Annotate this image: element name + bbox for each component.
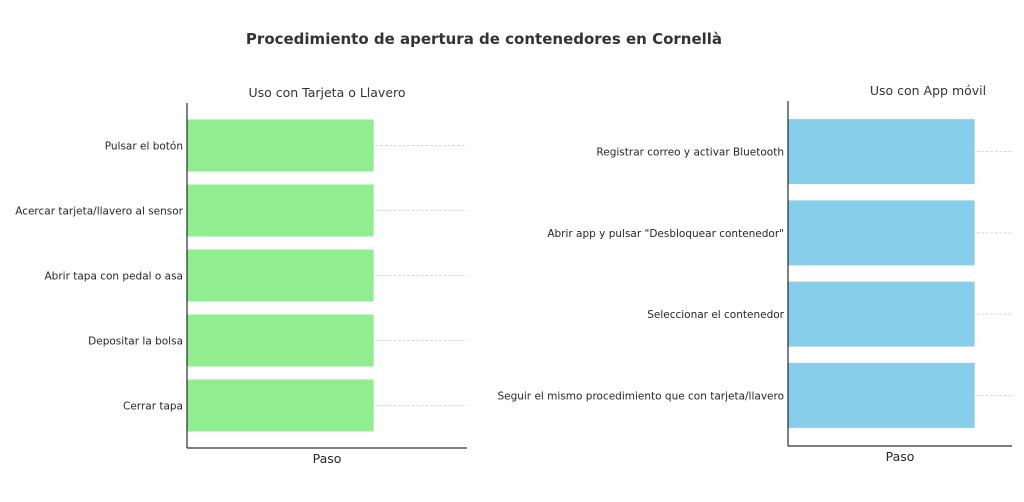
y-tick-label: Seguir el mismo procedimiento que con ta… bbox=[497, 390, 784, 402]
bar bbox=[187, 119, 374, 172]
y-tick-label: Abrir tapa con pedal o asa bbox=[45, 271, 184, 283]
bar bbox=[788, 362, 975, 428]
bar bbox=[187, 184, 374, 237]
bar bbox=[788, 281, 975, 347]
y-tick-label: Seleccionar el contenedor bbox=[647, 309, 784, 321]
figure-title: Procedimiento de apertura de contenedore… bbox=[245, 30, 723, 48]
y-tick-label: Abrir app y pulsar "Desbloquear contened… bbox=[547, 228, 784, 240]
bar bbox=[187, 314, 374, 367]
chart-tarjeta-llavero: Uso con Tarjeta o Llavero Pulsar el botón… bbox=[15, 85, 467, 466]
y-tick-label: Cerrar tapa bbox=[123, 401, 183, 413]
x-axis-label: Paso bbox=[886, 449, 915, 464]
bar bbox=[788, 200, 975, 266]
y-tick-label: Registrar correo y activar Bluetooth bbox=[596, 147, 784, 159]
subplot-title: Uso con Tarjeta o Llavero bbox=[248, 85, 405, 100]
y-tick-label: Acercar tarjeta/llavero al sensor bbox=[15, 206, 183, 218]
y-tick-label: Pulsar el botón bbox=[105, 141, 183, 153]
bar bbox=[187, 379, 374, 432]
chart-app-movil: Uso con App móvil Registrar correo y acti… bbox=[497, 83, 1012, 464]
y-tick-label: Depositar la bolsa bbox=[88, 336, 183, 348]
bar bbox=[187, 249, 374, 302]
x-axis-label: Paso bbox=[313, 451, 342, 466]
bar bbox=[788, 119, 975, 185]
subplot-title: Uso con App móvil bbox=[870, 83, 986, 98]
